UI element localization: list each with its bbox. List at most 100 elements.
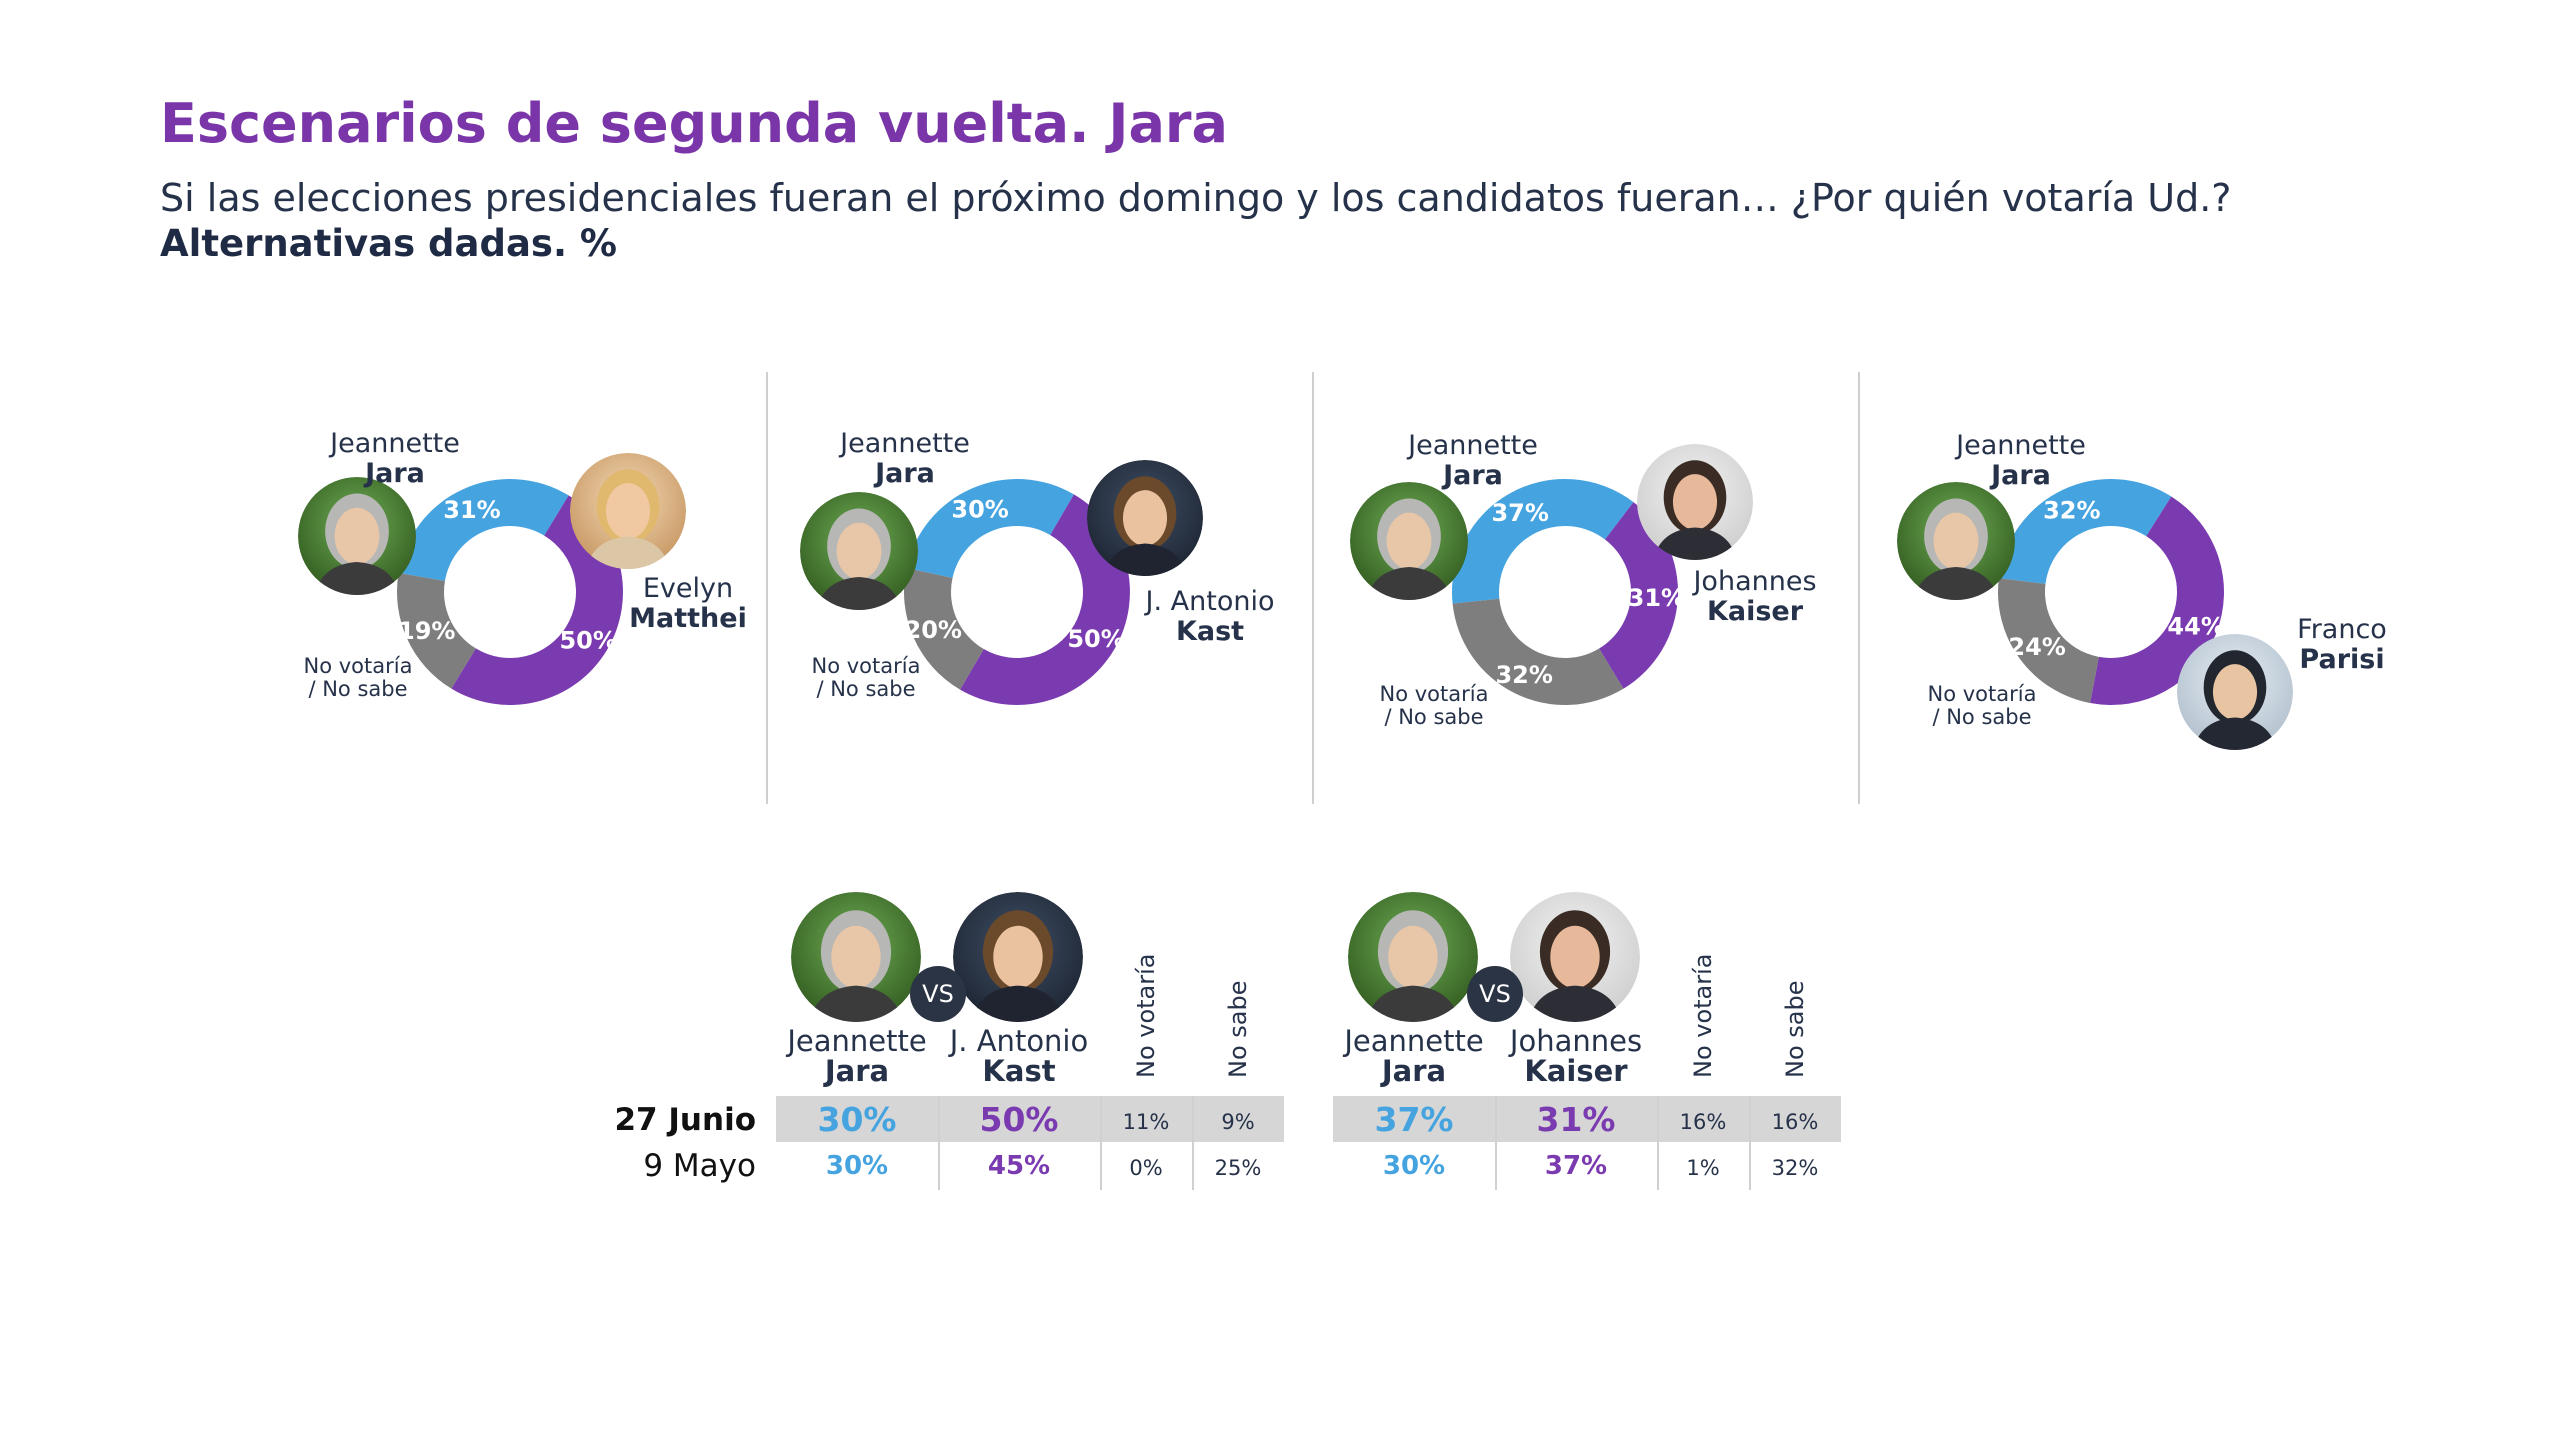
no-vote-label-line2: / No sabe [816, 677, 916, 701]
table-row-highlight [776, 1096, 1284, 1142]
col-header-dont-know: No sabe [1781, 980, 1809, 1078]
candidate-last-name: Jara [1991, 460, 2051, 491]
donut-chart: 32% 44% 24% [1998, 479, 2225, 705]
candidate-photo-rival [1087, 460, 1203, 576]
candidate-first-name: Jeannette [1956, 430, 2086, 461]
donut-slice-label: 37% [1491, 499, 1548, 527]
candidate-photo-jara [298, 477, 416, 595]
col-header-no-vote: No votaría [1689, 953, 1717, 1078]
rival-last-name: Kaiser [1706, 596, 1804, 627]
cell-rival: 37% [1544, 1151, 1608, 1181]
cell-no-vote: 0% [1129, 1156, 1163, 1180]
col-header-last-name: Jara [1381, 1054, 1447, 1088]
donut-slice-label: 32% [1495, 661, 1552, 689]
rival-first-name: Evelyn [642, 573, 734, 604]
candidate-photo-rival [1637, 444, 1753, 560]
candidate-photo-rival [2177, 634, 2293, 750]
candidate-photo-jara [1350, 482, 1468, 600]
candidate-last-name: Jara [875, 458, 935, 489]
table-row-highlight [1333, 1096, 1841, 1142]
rival-last-name: Matthei [629, 603, 747, 634]
donut-slice-label: 30% [951, 495, 1008, 523]
rival-first-name: J. Antonio [1145, 586, 1275, 617]
col-header-no-vote: No votaría [1132, 953, 1160, 1078]
vs-badge: VS [1467, 966, 1523, 1022]
col-header-first-name: Jeannette [787, 1024, 927, 1058]
col-header-first-name: J. Antonio [949, 1024, 1089, 1058]
donut-slice-label: 32% [2043, 496, 2100, 524]
donut-slice-no-vote [1452, 598, 1624, 705]
donut-slice-label: 31% [443, 496, 500, 524]
donut-slice-jara [1998, 479, 2172, 584]
donut-slice-rival [2090, 496, 2224, 705]
no-vote-label: No votaría / No sabe [283, 655, 433, 701]
rival-first-name: Johannes [1693, 566, 1817, 597]
rival-last-name: Parisi [2299, 644, 2385, 675]
cell-dont-know: 16% [1771, 1110, 1819, 1134]
candidate-last-name: Jara [1443, 460, 1503, 491]
page-title: Escenarios de segunda vuelta. Jara [160, 92, 1228, 155]
panel-divider [1312, 372, 1314, 804]
donut-slice-label: 20% [905, 616, 962, 644]
donut-chart: 30% 50% 20% [904, 479, 1130, 705]
donut-slice-jara [906, 479, 1074, 579]
no-vote-label-line1: No votaría [811, 654, 921, 678]
cell-rival: 45% [987, 1151, 1051, 1181]
donut-slice-label: 50% [1067, 625, 1124, 653]
cell-dont-know: 9% [1221, 1110, 1255, 1134]
candidate-photo-jara [1897, 482, 2015, 600]
rival-first-name: Franco [2297, 614, 2387, 645]
table-photo-jara [1348, 892, 1478, 1022]
no-vote-label-line1: No votaría [1379, 682, 1489, 706]
candidate-first-name: Jeannette [1408, 430, 1538, 461]
donut-chart: 37% 31% 32% [1452, 479, 1685, 705]
cell-jara: 37% [1374, 1100, 1454, 1139]
no-vote-label-line2: / No sabe [1932, 705, 2032, 729]
donut-slice-jara [1452, 479, 1634, 604]
donut-slice-no-vote [1998, 578, 2099, 704]
cell-no-vote: 11% [1122, 1110, 1170, 1134]
donut-slice-label: 19% [398, 617, 455, 645]
col-header-first-name: Johannes [1509, 1024, 1643, 1058]
candidate-first-name: Jeannette [840, 428, 970, 459]
candidate-last-name: Jara [365, 458, 425, 489]
cell-dont-know: 25% [1214, 1156, 1262, 1180]
candidate-photo-rival [570, 453, 686, 569]
vs-badge: VS [910, 966, 966, 1022]
no-vote-label-line1: No votaría [303, 654, 413, 678]
cell-jara: 30% [817, 1100, 897, 1139]
no-vote-label: No votaría / No sabe [1359, 683, 1509, 729]
table-photo-rival [953, 892, 1083, 1022]
no-vote-label-line2: / No sabe [308, 677, 408, 701]
page-subtitle: Si las elecciones presidenciales fueran … [160, 176, 2232, 220]
cell-no-vote: 1% [1686, 1156, 1720, 1180]
table-column-divider [938, 1096, 940, 1190]
donut-slice-label: 50% [559, 626, 616, 654]
cell-jara: 30% [825, 1151, 889, 1181]
cell-rival: 31% [1536, 1100, 1616, 1139]
donut-slice-rival [960, 494, 1130, 705]
col-header-dont-know: No sabe [1224, 980, 1252, 1078]
table-column-divider [1749, 1096, 1751, 1190]
candidate-photo-jara [800, 492, 918, 610]
donut-slice-label: 44% [2167, 612, 2224, 640]
col-header-first-name: Jeannette [1344, 1024, 1484, 1058]
no-vote-label-line2: / No sabe [1384, 705, 1484, 729]
panel-divider [766, 372, 768, 804]
donut-slice-label: 31% [1628, 584, 1685, 612]
col-header-last-name: Kaiser [1524, 1054, 1628, 1088]
donut-slice-rival [1599, 502, 1678, 689]
table-photo-rival [1510, 892, 1640, 1022]
donut-chart: 31% 50% 19% [397, 478, 623, 705]
col-header-last-name: Kast [982, 1054, 1056, 1088]
donut-slice-jara [398, 478, 569, 581]
donut-slice-rival [451, 495, 623, 705]
page-subtitle-unit: Alternativas dadas. % [160, 222, 617, 265]
table-column-divider [1657, 1096, 1659, 1190]
col-header-last-name: Jara [824, 1054, 890, 1088]
cell-dont-know: 32% [1771, 1156, 1819, 1180]
rival-last-name: Kast [1175, 616, 1245, 647]
table-column-divider [1495, 1096, 1497, 1190]
table-row-label: 27 Junio [614, 1102, 756, 1138]
cell-no-vote: 16% [1679, 1110, 1727, 1134]
